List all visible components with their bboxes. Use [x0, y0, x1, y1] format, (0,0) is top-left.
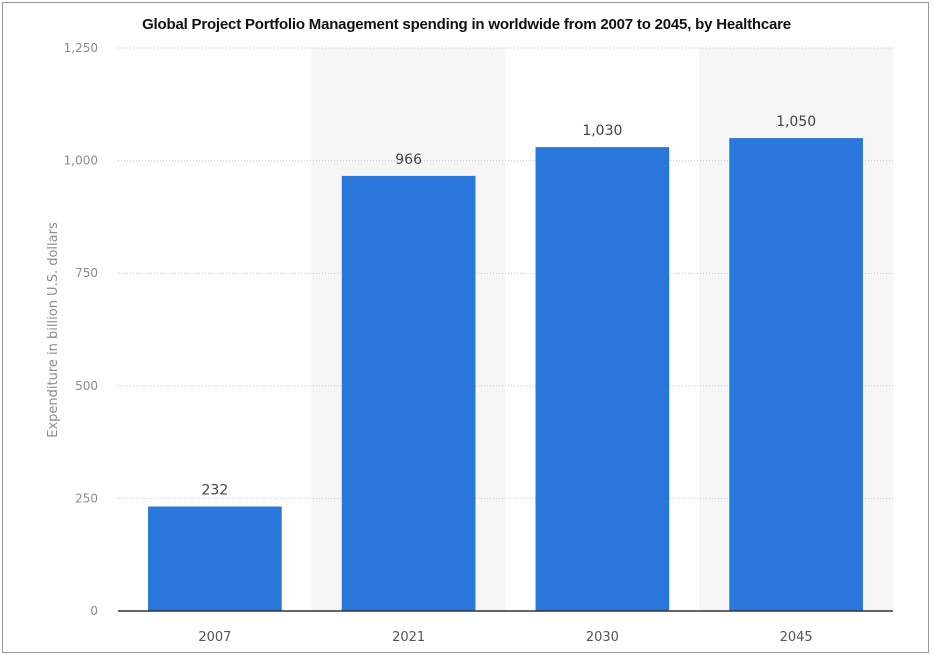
x-tick-label: 2007	[198, 630, 231, 645]
data-label: 1,050	[776, 114, 816, 130]
data-label: 232	[202, 483, 229, 499]
bar[interactable]	[148, 506, 282, 611]
y-tick-label: 250	[75, 491, 98, 505]
y-tick-label: 750	[75, 266, 98, 280]
y-tick-label: 0	[90, 604, 98, 618]
y-tick-label: 1,000	[64, 154, 98, 168]
bar[interactable]	[535, 147, 670, 611]
bar[interactable]	[729, 138, 863, 611]
x-tick-label: 2030	[586, 630, 619, 645]
data-label: 966	[395, 152, 422, 168]
bar[interactable]	[341, 175, 476, 611]
chart-title: Global Project Portfolio Management spen…	[142, 16, 791, 33]
x-tick-label: 2045	[780, 630, 813, 645]
data-label: 1,030	[582, 123, 622, 139]
y-tick-label: 1,250	[64, 41, 98, 55]
x-tick-label: 2021	[392, 630, 425, 645]
y-tick-label: 500	[75, 379, 98, 393]
y-axis-label: Expenditure in billion U.S. dollars	[46, 222, 61, 438]
